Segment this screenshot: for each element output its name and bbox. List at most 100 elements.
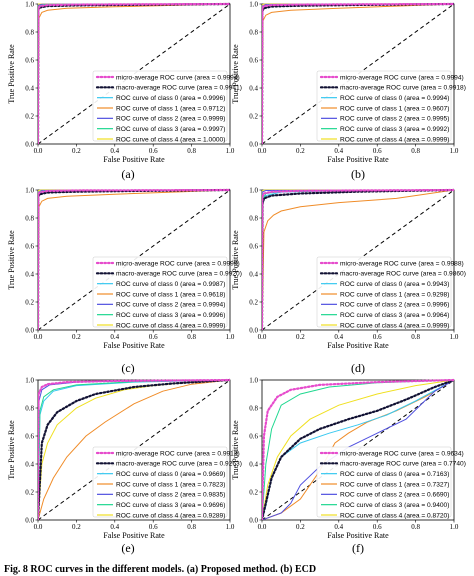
y-tick-label: 0.0	[249, 516, 258, 524]
legend-box	[92, 70, 228, 142]
x-tick-label: 0.6	[373, 147, 382, 155]
y-tick-label: 1.0	[25, 0, 34, 8]
legend-label-class4: ROC curve of class 4 (area = 1.0000)	[116, 136, 225, 143]
x-axis-title: False Positive Rate	[103, 531, 165, 540]
x-tick-label: 0.6	[373, 333, 382, 341]
y-tick-label: 0.4	[249, 460, 258, 468]
legend-label-class3: ROC curve of class 3 (area = 0.9996)	[116, 312, 225, 319]
y-tick-label: 0.2	[249, 112, 258, 120]
roc-line-chance	[38, 379, 230, 520]
legend-label-macro: macro-average ROC curve (area = 0.9920)	[116, 271, 242, 278]
roc-panel-3: 0.0 0.2 0.4 0.6 0.8 1.0 0.0 0.2 0.4 0.6 0.8 1.0 Fals…	[7, 186, 242, 375]
x-tick-label: 0.0	[258, 333, 267, 341]
roc-line-chance	[38, 3, 230, 144]
x-tick-label: 0.8	[411, 333, 420, 341]
y-tick-label: 0.0	[25, 140, 34, 148]
x-axis-title: False Positive Rate	[327, 531, 389, 540]
legend-label-class4: ROC curve of class 4 (area = 0.9999)	[340, 136, 449, 143]
x-tick-label: 0.4	[334, 333, 343, 341]
x-tick-label: 0.0	[34, 333, 43, 341]
legend-label-macro: macro-average ROC curve (area = 0.9941)	[116, 85, 242, 92]
legend: micro-average ROC curve (area = 0.9995) m…	[92, 256, 242, 329]
x-tick-label: 0.4	[110, 333, 119, 341]
legend-label-class4: ROC curve of class 4 (area = 0.9999)	[116, 322, 225, 329]
roc-line-class1	[38, 379, 230, 520]
legend-label-class2: ROC curve of class 2 (area = 0.9995)	[340, 116, 449, 123]
x-axis-title: False Positive Rate	[103, 341, 165, 350]
roc-line-class1	[262, 3, 454, 144]
legend: micro-average ROC curve (area = 0.9988) m…	[316, 256, 466, 329]
x-tick-label: 1.0	[450, 523, 459, 531]
y-tick-label: 0.4	[25, 460, 34, 468]
legend-label-class1: ROC curve of class 1 (area = 0.9618)	[116, 291, 225, 298]
y-tick-label: 0.0	[249, 326, 258, 334]
y-tick-label: 0.4	[25, 84, 34, 92]
legend: micro-average ROC curve (area = 0.9634) m…	[316, 446, 466, 519]
y-tick-label: 0.4	[249, 84, 258, 92]
legend-label-class0: ROC curve of class 0 (area = 0.9994)	[340, 95, 449, 102]
y-tick-label: 0.2	[25, 112, 34, 120]
x-tick-label: 1.0	[226, 523, 235, 531]
x-tick-label: 0.2	[72, 333, 81, 341]
y-tick-label: 0.0	[25, 326, 34, 334]
figure-caption: Fig. 8 ROC curves in the different model…	[4, 564, 316, 575]
y-tick-label: 0.6	[249, 432, 258, 440]
panel-label: (b)	[351, 167, 365, 181]
x-tick-label: 0.2	[296, 523, 305, 531]
legend-label-micro: micro-average ROC curve (area = 0.9994)	[116, 74, 240, 81]
x-tick-label: 0.4	[334, 147, 343, 155]
y-axis-title: True Positive Rate	[7, 44, 16, 104]
panel-label: (a)	[121, 167, 134, 181]
legend-label-micro: micro-average ROC curve (area = 0.9994)	[340, 74, 464, 81]
x-tick-label: 1.0	[226, 333, 235, 341]
x-tick-label: 1.0	[450, 333, 459, 341]
y-tick-label: 1.0	[25, 186, 34, 194]
series-group	[38, 378, 230, 520]
series-group	[262, 2, 454, 144]
x-tick-label: 0.8	[411, 523, 420, 531]
legend-box	[92, 256, 228, 328]
roc-line-macro	[38, 378, 230, 520]
x-tick-label: 0.4	[334, 523, 343, 531]
roc-line-chance	[262, 189, 454, 330]
y-tick-label: 0.8	[25, 28, 34, 36]
x-tick-label: 1.0	[450, 147, 459, 155]
x-tick-label: 0.6	[149, 523, 158, 531]
y-axis-title: True Positive Rate	[7, 230, 16, 290]
legend-label-class2: ROC curve of class 2 (area = 0.9994)	[116, 302, 225, 309]
x-tick-label: 0.8	[187, 523, 196, 531]
legend-box	[92, 446, 228, 518]
x-tick-label: 0.8	[411, 147, 420, 155]
legend: micro-average ROC curve (area = 0.9913) m…	[92, 446, 242, 519]
x-tick-label: 0.6	[149, 147, 158, 155]
roc-line-class1	[262, 189, 454, 330]
y-tick-label: 0.6	[249, 56, 258, 64]
legend: micro-average ROC curve (area = 0.9994) m…	[316, 70, 466, 143]
legend-box	[316, 446, 452, 518]
y-tick-label: 0.0	[25, 516, 34, 524]
legend-label-micro: micro-average ROC curve (area = 0.9988)	[340, 260, 464, 267]
legend-label-class4: ROC curve of class 4 (area = 0.8720)	[340, 512, 449, 519]
legend-label-class2: ROC curve of class 2 (area = 0.9996)	[340, 302, 449, 309]
x-tick-label: 0.0	[258, 523, 267, 531]
x-tick-label: 0.6	[373, 523, 382, 531]
roc-line-chance	[262, 3, 454, 144]
x-tick-label: 0.8	[187, 147, 196, 155]
legend-label-macro: macro-average ROC curve (area = 0.7740)	[340, 461, 466, 468]
legend-box	[316, 70, 452, 142]
legend-label-class4: ROC curve of class 4 (area = 0.9289)	[116, 512, 225, 519]
legend-label-class4: ROC curve of class 4 (area = 0.9999)	[340, 322, 449, 329]
panel-label: (f)	[352, 541, 364, 555]
y-tick-label: 0.2	[25, 488, 34, 496]
legend-label-macro: macro-average ROC curve (area = 0.9860)	[340, 271, 466, 278]
roc-line-macro	[262, 378, 454, 520]
legend-label-class0: ROC curve of class 0 (area = 0.9943)	[340, 281, 449, 288]
legend-label-class2: ROC curve of class 2 (area = 0.9835)	[116, 492, 225, 499]
y-tick-label: 0.6	[25, 56, 34, 64]
plot-frame	[261, 379, 455, 521]
legend-label-class1: ROC curve of class 1 (area = 0.7823)	[116, 481, 225, 488]
legend: micro-average ROC curve (area = 0.9994) m…	[92, 70, 242, 143]
x-tick-label: 0.0	[258, 147, 267, 155]
y-axis-title: True Positive Rate	[231, 230, 240, 290]
